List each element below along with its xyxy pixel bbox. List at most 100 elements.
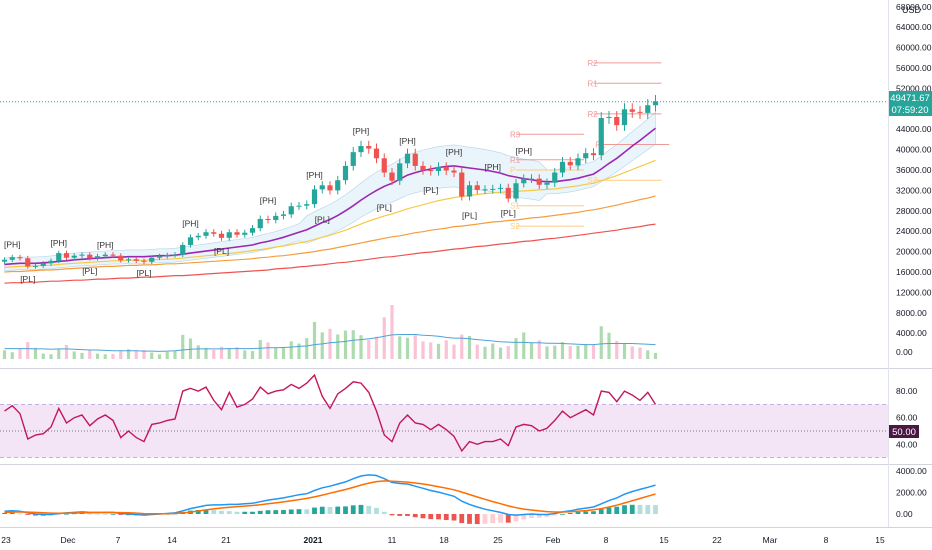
candle-body[interactable] [621, 109, 628, 126]
macd-histogram-bar [358, 504, 364, 514]
candle-body[interactable] [528, 178, 535, 180]
candle-body[interactable] [211, 232, 217, 234]
candle-body[interactable] [164, 255, 170, 257]
candle-body[interactable] [420, 165, 426, 170]
candle-body[interactable] [133, 259, 139, 261]
candle-body[interactable] [575, 158, 581, 166]
volume-bar [119, 350, 123, 359]
candle-body[interactable] [87, 254, 93, 259]
candle-body[interactable] [428, 170, 434, 172]
macd-histogram-bar [64, 513, 69, 515]
candle-body[interactable] [366, 146, 372, 149]
candle-body[interactable] [149, 257, 155, 262]
price-axis-tick: 16000.00 [896, 267, 932, 277]
candle-body[interactable] [172, 254, 178, 256]
candle-body[interactable] [567, 161, 573, 166]
candle-body[interactable] [513, 183, 519, 199]
candle-body[interactable] [110, 254, 116, 256]
candle-body[interactable] [265, 218, 271, 220]
macd-pane[interactable] [2, 474, 658, 525]
candle-body[interactable] [32, 265, 39, 267]
candle-body[interactable] [583, 153, 589, 159]
candle-body[interactable] [203, 232, 209, 236]
candle-body[interactable] [304, 204, 310, 206]
rsi-pane[interactable] [0, 373, 888, 459]
macd-histogram-bar [598, 509, 604, 514]
candle-body[interactable] [180, 244, 186, 255]
macd-histogram-bar [591, 511, 596, 514]
candle-body[interactable] [606, 116, 612, 118]
candle-body[interactable] [404, 153, 411, 164]
candle-body[interactable] [63, 253, 70, 258]
candle-body[interactable] [552, 172, 558, 183]
candle-body[interactable] [71, 255, 77, 258]
candle-body[interactable] [381, 158, 387, 173]
candle-body[interactable] [195, 235, 201, 238]
candle-body[interactable] [559, 161, 566, 173]
volume-bar [258, 339, 262, 359]
candle-body[interactable] [373, 148, 380, 159]
candle-body[interactable] [17, 257, 23, 259]
macd-histogram-bar [257, 510, 263, 514]
candle-body[interactable] [273, 215, 279, 220]
candle-body[interactable] [335, 180, 341, 191]
candle-body[interactable] [652, 101, 659, 106]
candle-body[interactable] [497, 187, 504, 189]
candle-body[interactable] [280, 214, 287, 216]
candle-body[interactable] [521, 178, 527, 184]
candle-body[interactable] [590, 153, 597, 156]
candle-body[interactable] [94, 256, 101, 259]
candle-body[interactable] [459, 172, 465, 197]
candle-body[interactable] [56, 253, 62, 261]
candle-body[interactable] [451, 170, 457, 173]
candle-body[interactable] [125, 259, 132, 261]
candle-body[interactable] [102, 254, 108, 257]
candle-body[interactable] [234, 232, 240, 235]
candle-body[interactable] [482, 189, 488, 191]
candle-body[interactable] [187, 237, 194, 245]
candle-body[interactable] [25, 258, 31, 267]
candle-body[interactable] [350, 152, 356, 166]
candle-body[interactable] [358, 146, 364, 153]
candle-body[interactable] [156, 256, 163, 258]
candle-body[interactable] [637, 111, 643, 113]
time-axis-tick: Mar [763, 535, 778, 545]
candle-body[interactable] [48, 260, 54, 264]
candle-body[interactable] [40, 263, 46, 266]
candle-body[interactable] [342, 165, 349, 181]
candle-body[interactable] [645, 105, 651, 113]
candle-body[interactable] [9, 257, 15, 260]
candle-body[interactable] [412, 153, 418, 166]
candle-body[interactable] [598, 117, 604, 156]
candle-body[interactable] [327, 185, 333, 191]
candle-body[interactable] [544, 182, 550, 185]
candle-body[interactable] [218, 233, 225, 238]
candle-body[interactable] [242, 232, 248, 235]
candle-body[interactable] [629, 109, 635, 112]
candle-body[interactable] [288, 206, 294, 215]
candle-body[interactable] [443, 166, 449, 171]
candle-body[interactable] [79, 254, 85, 256]
candle-body[interactable] [319, 185, 325, 190]
macd-histogram-bar [95, 513, 100, 515]
candle-body[interactable] [311, 189, 318, 205]
candle-body[interactable] [249, 228, 256, 233]
candle-body[interactable] [1, 259, 8, 262]
candle-body[interactable] [614, 116, 620, 126]
candle-body[interactable] [474, 185, 480, 190]
candle-body[interactable] [490, 188, 496, 190]
candle-body[interactable] [397, 163, 403, 181]
candle-body[interactable] [536, 178, 542, 185]
price-pane[interactable]: R2R1R2R3R1R1PS2S1S2[PH][PL][PH][PL][PH][… [0, 59, 888, 284]
candle-body[interactable] [296, 205, 302, 207]
candle-body[interactable] [226, 232, 232, 238]
candle-body[interactable] [466, 185, 473, 197]
candle-body[interactable] [118, 255, 124, 261]
candle-body[interactable] [141, 260, 147, 262]
volume-bar [111, 353, 115, 359]
candle-body[interactable] [505, 187, 511, 199]
candle-body[interactable] [435, 166, 442, 172]
candle-body[interactable] [257, 218, 263, 229]
candle-body[interactable] [389, 172, 395, 181]
